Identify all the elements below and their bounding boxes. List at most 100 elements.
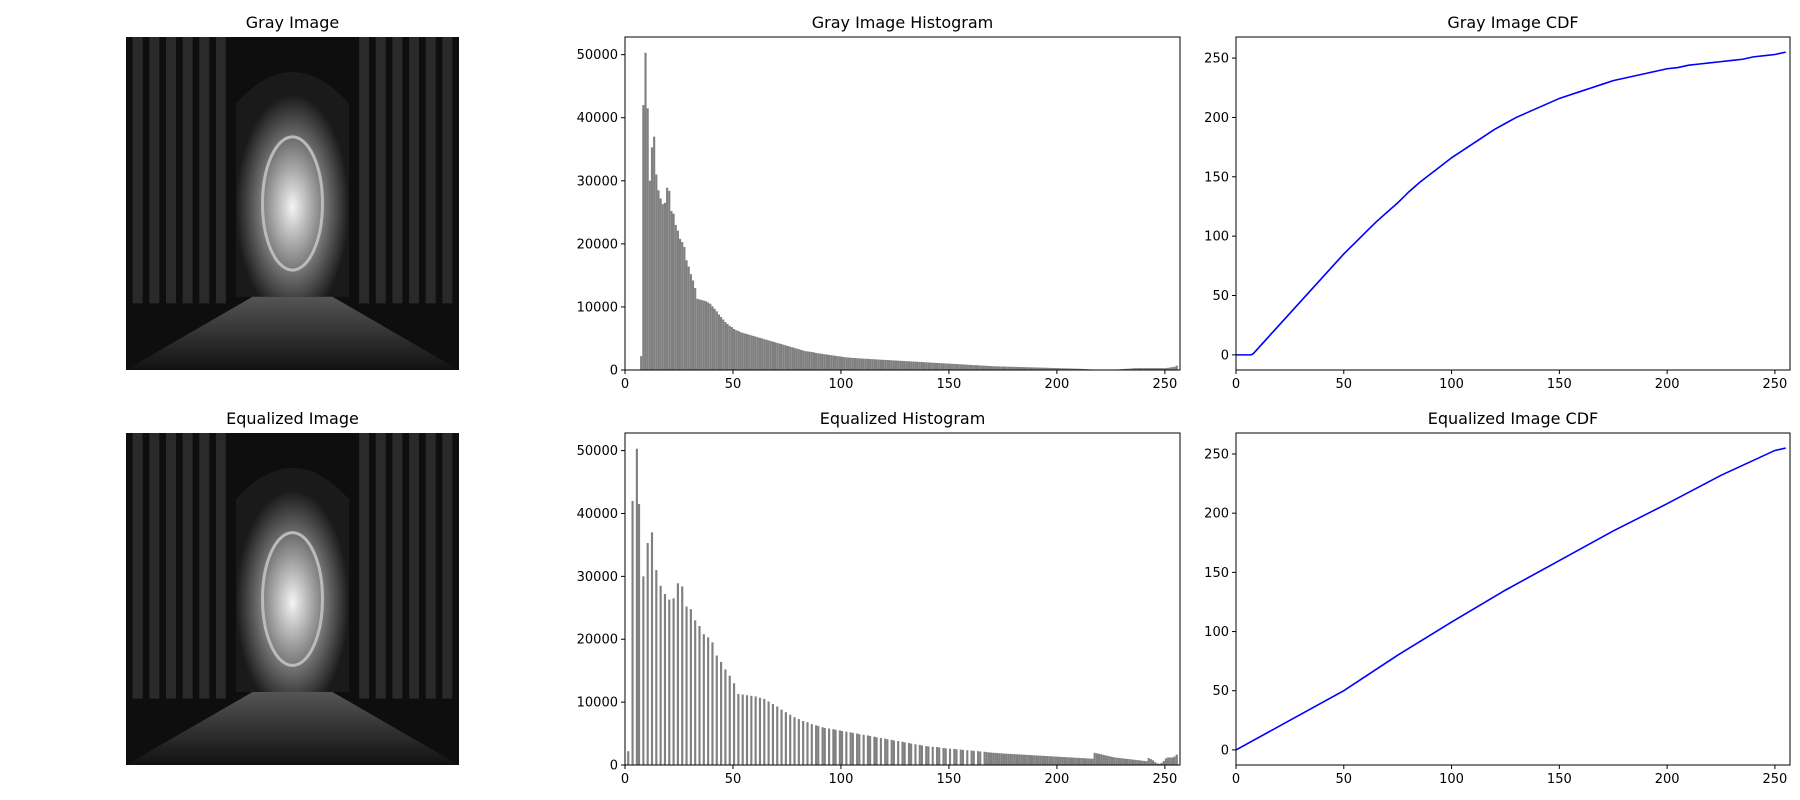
histogram-bar bbox=[817, 353, 820, 370]
histogram-bar bbox=[853, 358, 857, 370]
histogram-bar bbox=[646, 108, 649, 371]
histogram-bar bbox=[1024, 754, 1027, 765]
histogram-bar bbox=[650, 147, 654, 370]
histogram-bar bbox=[901, 360, 904, 370]
histogram-bar bbox=[709, 303, 712, 370]
histogram-bar bbox=[864, 358, 867, 370]
axes-frame bbox=[1235, 36, 1791, 371]
histogram-bar bbox=[1026, 754, 1029, 765]
x-tick-label: 0 bbox=[1232, 377, 1240, 392]
histogram-bar bbox=[737, 330, 740, 370]
histogram-bar bbox=[1009, 753, 1012, 765]
axes-frame bbox=[624, 36, 1181, 371]
histogram-bar bbox=[789, 714, 792, 765]
histogram-bar bbox=[838, 356, 841, 370]
histogram-bar bbox=[741, 332, 744, 370]
histogram-bar bbox=[1108, 756, 1111, 765]
image-pillar bbox=[182, 433, 193, 699]
histogram-bar bbox=[1011, 366, 1014, 370]
histogram-bar bbox=[823, 354, 826, 370]
histogram-bar bbox=[1113, 757, 1116, 765]
x-tick-label: 100 bbox=[1439, 377, 1464, 392]
histogram-bar bbox=[802, 720, 805, 765]
histogram-bar bbox=[1018, 754, 1021, 765]
histogram-bar bbox=[732, 683, 736, 765]
histogram-bar bbox=[776, 706, 779, 765]
histogram-bar bbox=[920, 362, 924, 370]
histogram-bar bbox=[1080, 368, 1083, 370]
histogram-bar bbox=[1007, 366, 1010, 370]
histogram-bar bbox=[1043, 755, 1047, 765]
histogram-bar bbox=[1028, 367, 1031, 370]
histogram-bar bbox=[728, 675, 731, 765]
histogram-bar bbox=[659, 585, 662, 765]
histogram-bar bbox=[1132, 759, 1135, 765]
histogram-bar bbox=[782, 344, 785, 370]
chart-title: Equalized Histogram bbox=[820, 409, 986, 428]
image-floor bbox=[126, 296, 459, 370]
histogram-bar bbox=[810, 724, 813, 765]
histogram-bar bbox=[955, 364, 958, 370]
histogram-bar bbox=[935, 362, 939, 370]
histogram-bar bbox=[737, 693, 740, 765]
histogram-bar bbox=[711, 642, 714, 765]
histogram-bar bbox=[657, 190, 660, 370]
histogram-bar bbox=[758, 697, 762, 765]
histogram-bar bbox=[786, 346, 790, 370]
histogram-bar bbox=[1069, 757, 1073, 765]
histogram-bar bbox=[897, 360, 900, 370]
histogram-bar bbox=[961, 749, 965, 765]
x-tick-label: 0 bbox=[621, 772, 629, 787]
histogram-bar bbox=[1110, 756, 1114, 765]
histogram-bar bbox=[1167, 367, 1170, 370]
histogram-bar bbox=[1128, 368, 1131, 370]
histogram-bar bbox=[966, 750, 969, 765]
histogram-bar bbox=[940, 363, 943, 370]
histogram-bar bbox=[687, 266, 690, 370]
histogram-bar bbox=[752, 335, 755, 370]
histogram-bar bbox=[1175, 365, 1178, 370]
histogram-bar bbox=[840, 731, 844, 765]
x-tick-label: 200 bbox=[1044, 772, 1069, 787]
histogram-bar bbox=[689, 274, 692, 370]
histogram-bar bbox=[793, 347, 796, 370]
histogram-bar bbox=[1039, 367, 1042, 370]
y-tick-label: 100 bbox=[1204, 625, 1229, 640]
y-tick-label: 150 bbox=[1204, 170, 1229, 185]
histogram-bar bbox=[825, 354, 828, 370]
histogram-bar bbox=[1028, 755, 1031, 765]
histogram-bar bbox=[892, 360, 895, 370]
histogram-bar bbox=[1117, 757, 1120, 765]
histogram-bar bbox=[730, 327, 733, 370]
histogram-bar bbox=[655, 174, 658, 370]
histogram-bar bbox=[977, 365, 980, 370]
histogram-bar bbox=[985, 752, 988, 765]
histogram-bar bbox=[897, 741, 900, 765]
histogram-bar bbox=[961, 364, 965, 370]
image-pillar bbox=[442, 433, 453, 699]
image-pillar bbox=[425, 37, 436, 304]
histogram-bar bbox=[685, 260, 688, 370]
histogram-bar bbox=[1018, 366, 1021, 370]
histogram-bar bbox=[1041, 755, 1044, 765]
histogram-bar bbox=[715, 311, 718, 370]
image-arch bbox=[235, 71, 350, 297]
histogram-bar bbox=[981, 365, 984, 370]
histogram-bar bbox=[1007, 753, 1010, 765]
histogram-bar bbox=[1145, 368, 1148, 370]
x-tick-label: 250 bbox=[1762, 377, 1787, 392]
histogram-bar bbox=[769, 340, 772, 370]
histogram-bar bbox=[720, 317, 723, 370]
histogram-bar bbox=[1046, 756, 1049, 765]
histogram-bar bbox=[1030, 367, 1034, 370]
image-pillar bbox=[132, 433, 143, 699]
x-tick-label: 250 bbox=[1762, 772, 1787, 787]
histogram-bar bbox=[776, 342, 779, 370]
histogram-bar bbox=[1056, 756, 1060, 765]
histogram-bar bbox=[1128, 759, 1131, 765]
cdf-line bbox=[1235, 447, 1786, 751]
histogram-bar bbox=[1091, 758, 1094, 765]
x-tick-label: 50 bbox=[725, 772, 742, 787]
histogram-bar bbox=[1138, 368, 1142, 370]
histogram-bar bbox=[704, 301, 708, 370]
